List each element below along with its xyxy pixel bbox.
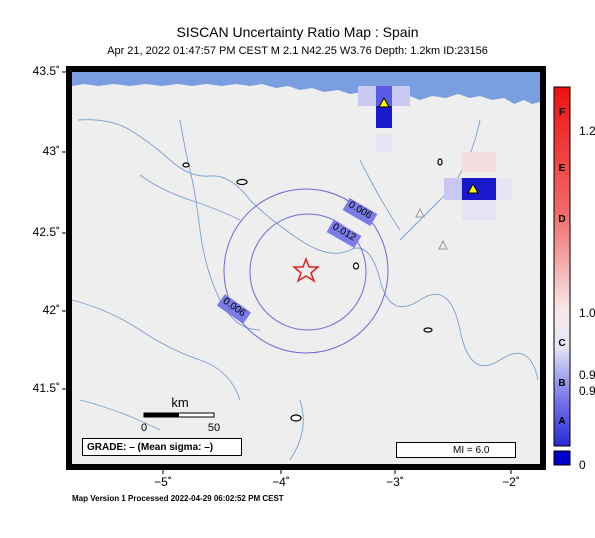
lakes bbox=[182, 158, 443, 422]
mi-box: MI = 6.0 bbox=[396, 442, 516, 458]
lat-label: 41.5˚ bbox=[32, 381, 60, 395]
epicenter-star-icon bbox=[291, 256, 321, 283]
colorbar-zero-swatch bbox=[553, 450, 571, 466]
map-title: SISCAN Uncertainty Ratio Map : Spain bbox=[176, 24, 419, 40]
grade-box: GRADE: – (Mean sigma: –) bbox=[82, 438, 242, 456]
contours bbox=[223, 188, 389, 354]
colorbar-letter: D bbox=[558, 214, 566, 225]
lat-label: 42.5˚ bbox=[32, 225, 60, 239]
land-area bbox=[72, 72, 540, 464]
axis-ticks bbox=[62, 71, 512, 474]
colorbar-value: 1.2 bbox=[579, 124, 595, 138]
colorbar-value: 0.9 bbox=[579, 368, 595, 382]
colorbar-letter: B bbox=[558, 378, 566, 389]
scale-bar-start: 0 bbox=[140, 422, 148, 434]
colorbar-value: 1.0 bbox=[579, 306, 595, 320]
rivers bbox=[71, 119, 539, 461]
uncertainty-cells-1 bbox=[358, 86, 410, 152]
scale-bar bbox=[143, 412, 215, 418]
contour-label-inner bbox=[326, 219, 362, 249]
lon-label: −5˚ bbox=[154, 475, 172, 489]
map-subtitle: Apr 21, 2022 01:47:57 PM CEST M 2.1 N42.… bbox=[107, 45, 488, 57]
colorbar-letter: F bbox=[558, 107, 566, 118]
contour-label-outer bbox=[342, 197, 378, 227]
station-triangle-icon bbox=[415, 207, 425, 218]
colorbar-value: 0 bbox=[579, 458, 586, 472]
scale-bar-end: 50 bbox=[207, 422, 221, 434]
station-triangle-icon bbox=[378, 96, 390, 108]
scale-bar-title: km bbox=[171, 395, 189, 410]
map-footer: Map Version 1 Processed 2022-04-29 06:02… bbox=[72, 494, 284, 503]
colorbar-gradient bbox=[553, 86, 571, 447]
lon-label: −2˚ bbox=[502, 475, 520, 489]
station-triangle-icon bbox=[438, 239, 448, 250]
mi-label: MI = 6.0 bbox=[453, 445, 490, 456]
uncertainty-cells-2 bbox=[444, 152, 512, 220]
sea-area bbox=[72, 72, 540, 104]
colorbar-letter: E bbox=[558, 163, 566, 174]
lon-label: −3˚ bbox=[386, 475, 404, 489]
lon-label: −4˚ bbox=[272, 475, 290, 489]
station-triangle-icon bbox=[467, 182, 479, 194]
lat-label: 43.5˚ bbox=[32, 64, 60, 78]
lat-label: 42˚ bbox=[42, 303, 60, 317]
lat-label: 43˚ bbox=[42, 144, 60, 158]
colorbar-letter: A bbox=[558, 416, 566, 427]
contour-label-outer-2 bbox=[216, 294, 252, 324]
colorbar-letter: C bbox=[558, 338, 566, 349]
colorbar-value: 0.9 bbox=[579, 384, 595, 398]
